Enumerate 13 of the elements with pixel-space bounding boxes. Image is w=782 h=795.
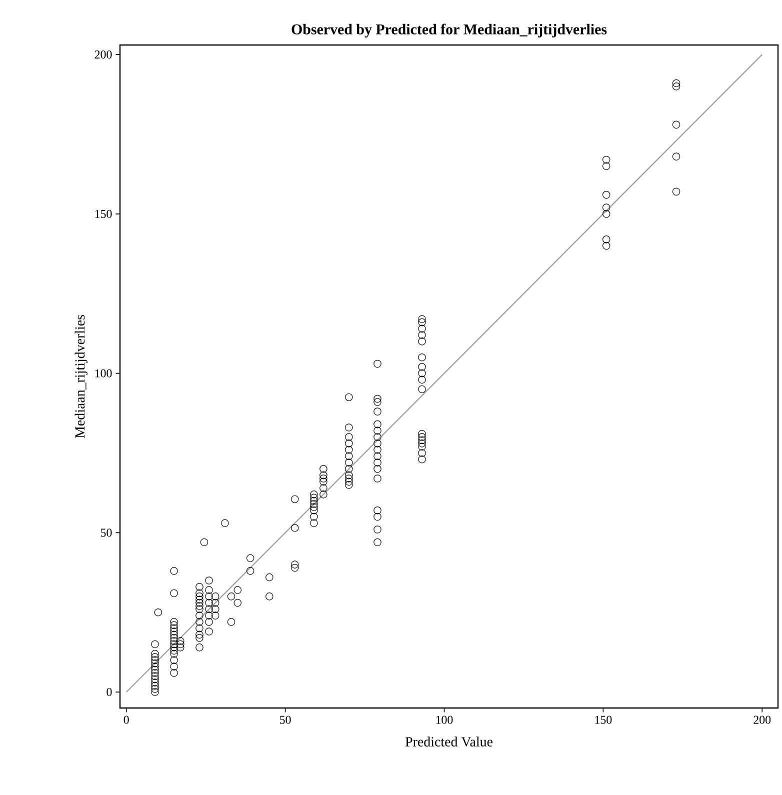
x-tick-label: 0 [124, 716, 129, 724]
y-tick-label: 50 [100, 528, 112, 537]
x-tick-label: 50 [280, 716, 291, 724]
y-tick-label: 100 [95, 369, 112, 378]
y-tick-label: 0 [106, 688, 112, 696]
x-tick-label: 200 [754, 716, 771, 724]
y-tick-label: 200 [94, 50, 112, 59]
y-tick-label: 150 [95, 210, 112, 218]
x-axis-title: Predicted Value [405, 736, 492, 747]
chart-title: Observed by Predicted for Mediaan_rijtijdverlies [292, 24, 607, 38]
x-tick-label: 150 [595, 716, 612, 724]
y-axis-title: Mediaan_rijtijdverlies [74, 315, 88, 438]
x-tick-label: 100 [436, 716, 453, 724]
